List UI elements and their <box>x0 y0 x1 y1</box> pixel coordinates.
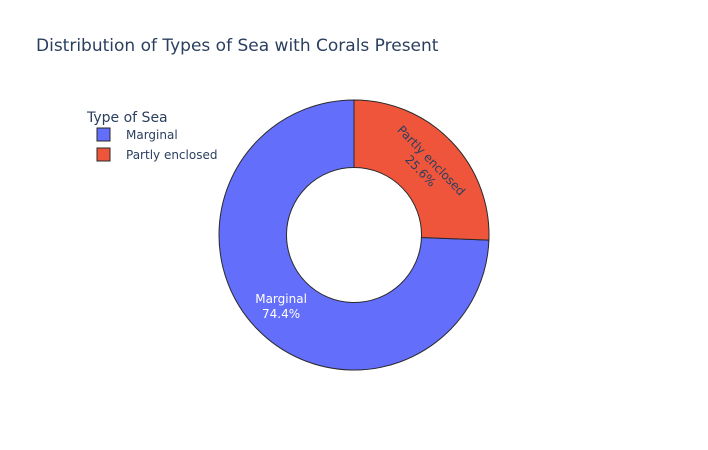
legend-item-partly-enclosed[interactable]: Partly enclosed <box>96 147 217 162</box>
legend-title: Type of Sea <box>86 110 168 126</box>
slice-partly-enclosed[interactable] <box>353 99 490 241</box>
legend-item-marginal[interactable]: Marginal <box>96 127 178 142</box>
slice-marginal[interactable] <box>218 99 490 371</box>
legend-swatch <box>96 147 111 162</box>
legend-label: Partly enclosed <box>126 148 217 162</box>
chart-title: Distribution of Types of Sea with Corals… <box>36 36 439 56</box>
legend-label: Marginal <box>126 128 178 142</box>
donut-chart <box>218 99 490 371</box>
legend-swatch <box>96 127 111 142</box>
slice-label-name: Marginal <box>255 292 307 306</box>
legend: Type of Sea Marginal Partly enclosed <box>86 110 217 162</box>
slice-label-percent: 74.4% <box>262 307 300 321</box>
